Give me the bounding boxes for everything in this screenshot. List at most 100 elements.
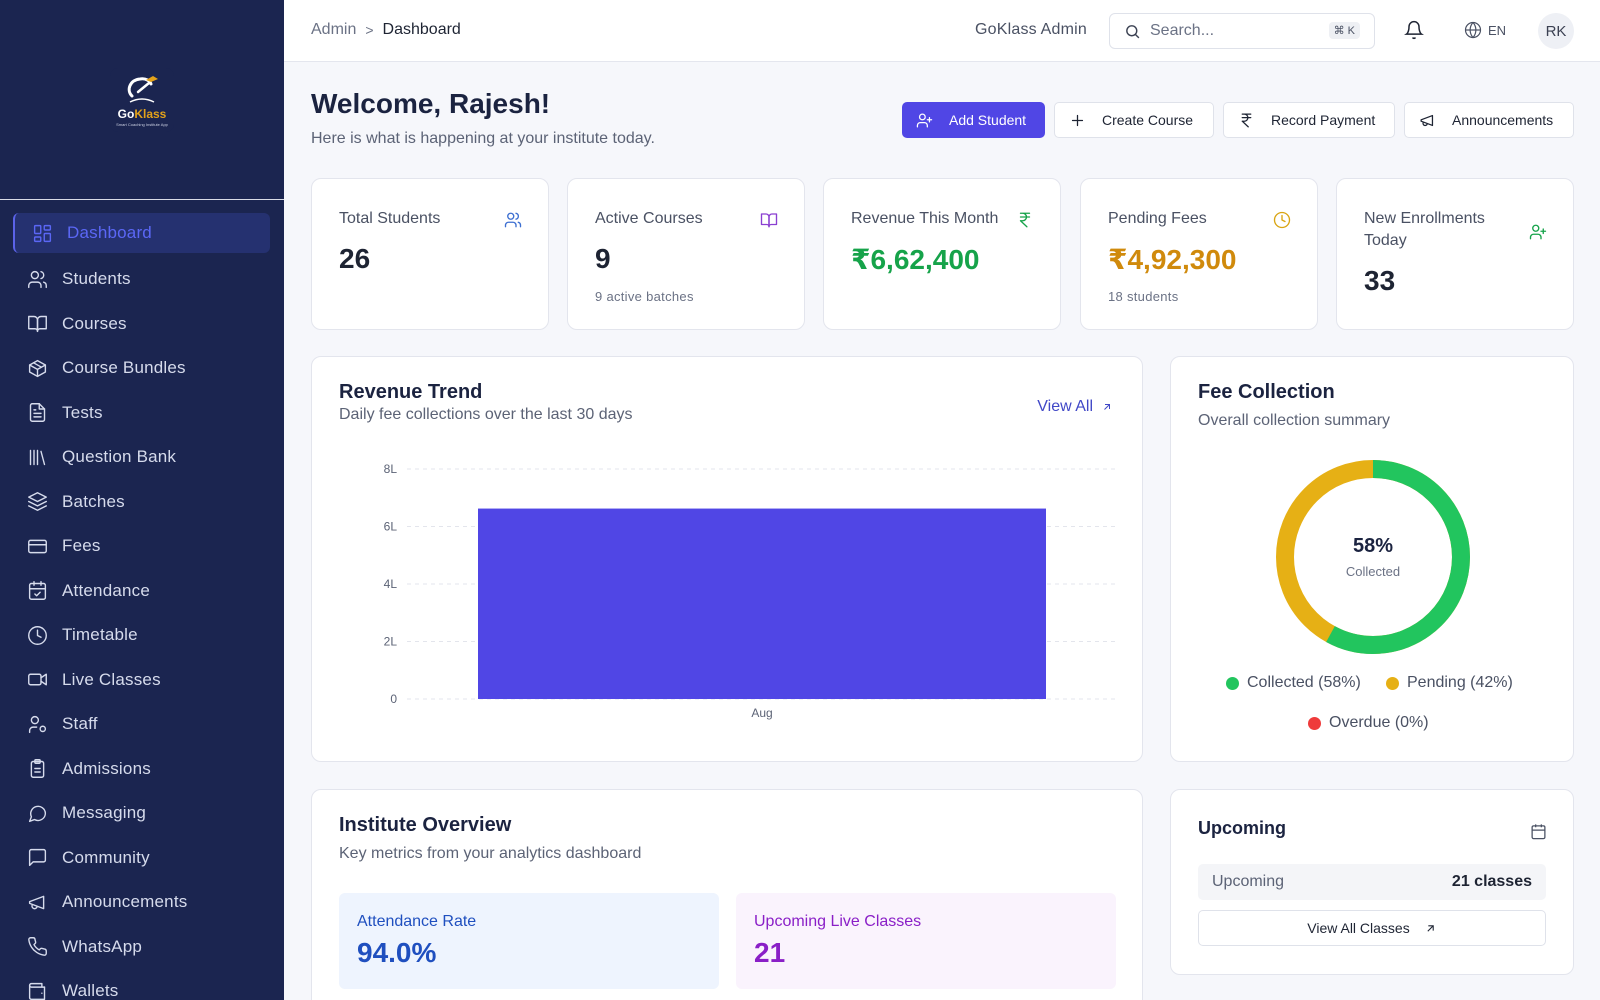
sidebar-item-label: Fees <box>62 536 101 556</box>
stat-label: Total Students <box>339 210 441 227</box>
donut-collected-arc <box>1276 460 1470 654</box>
sidebar-item-label: Messaging <box>62 803 147 823</box>
institute-overview-subtitle: Key metrics from your analytics dashboar… <box>339 845 642 862</box>
revenue-trend-title: Revenue Trend <box>339 381 483 403</box>
sidebar-item-batches[interactable]: Batches <box>0 480 284 525</box>
breadcrumb-separator: > <box>365 22 374 38</box>
sidebar-item-label: Attendance <box>62 580 151 600</box>
revenue-bar[interactable] <box>478 508 1046 699</box>
sidebar-item-tests[interactable]: Tests <box>0 391 284 436</box>
layers-icon <box>26 491 48 513</box>
clock-icon <box>26 624 48 646</box>
fee-collection-title: Fee Collection <box>1198 381 1335 403</box>
stat-card-pending-fees[interactable]: Pending Fees ₹4,92,300 18 students <box>1080 178 1318 330</box>
sidebar-item-fees[interactable]: Fees <box>0 524 284 569</box>
stat-note: 9 active batches <box>595 289 694 304</box>
sidebar-item-timetable[interactable]: Timetable <box>0 613 284 658</box>
dashboard-icon <box>31 222 53 244</box>
logo[interactable]: GoKlass Smart Coaching Institute App <box>110 67 174 132</box>
donut-percent-label: Collected <box>1345 564 1401 579</box>
stat-card-total-students[interactable]: Total Students 26 <box>311 178 549 330</box>
fee-collection-card: Fee Collection Overall collection summar… <box>1170 356 1574 762</box>
calendar-icon <box>1531 824 1546 840</box>
view-all-classes-button[interactable]: View All Classes <box>1198 910 1546 946</box>
stat-note: 18 students <box>1108 289 1179 304</box>
book-open-icon <box>760 211 778 229</box>
stat-card-revenue-this-month[interactable]: Revenue This Month ₹6,62,400 <box>823 178 1061 330</box>
breadcrumb-current: Dashboard <box>382 21 461 38</box>
sidebar-item-dashboard[interactable]: Dashboard <box>13 213 270 253</box>
sidebar-item-label: Admissions <box>62 758 151 778</box>
institute-overview-title: Institute Overview <box>339 814 512 836</box>
megaphone-icon <box>1420 114 1434 126</box>
revenue-bar-chart: 0 2L 4L 6L 8L Aug <box>384 462 1117 720</box>
users-icon <box>504 211 522 229</box>
megaphone-icon <box>26 891 48 913</box>
attendance-rate-value: 94.0% <box>357 937 437 968</box>
sidebar-item-announcements[interactable]: Announcements <box>0 880 284 925</box>
sidebar-item-community[interactable]: Community <box>0 836 284 881</box>
sidebar-item-wallets[interactable]: Wallets <box>0 969 284 1000</box>
search-box[interactable]: ⌘ K <box>1109 13 1375 49</box>
y-tick-label: 2L <box>384 635 398 649</box>
legend-pending-swatch <box>1386 676 1399 690</box>
x-tick-label: Aug <box>751 706 772 720</box>
upcoming-row: Upcoming 21 classes <box>1198 864 1546 900</box>
legend-overdue-swatch <box>1308 716 1321 730</box>
breadcrumb-root[interactable]: Admin <box>311 21 357 38</box>
sidebar-item-students[interactable]: Students <box>0 257 284 302</box>
book-open-icon <box>26 313 48 335</box>
sidebar-item-courses[interactable]: Courses <box>0 302 284 347</box>
message-square-icon <box>26 847 48 869</box>
sidebar-item-live-classes[interactable]: Live Classes <box>0 658 284 703</box>
avatar[interactable]: RK <box>1538 13 1574 49</box>
language-selector[interactable]: EN <box>1464 21 1506 39</box>
calendar-check-icon <box>26 580 48 602</box>
library-icon <box>26 446 48 468</box>
attendance-rate-tile[interactable]: Attendance Rate 94.0% <box>339 893 719 989</box>
upcoming-live-classes-value: 21 <box>754 937 786 968</box>
sidebar-item-label: Announcements <box>62 892 188 912</box>
stat-card-new-enrollments-today[interactable]: New Enrollments Today 33 <box>1336 178 1574 330</box>
arrow-up-right-icon <box>1104 404 1110 410</box>
create-course-button[interactable]: Create Course <box>1054 102 1214 138</box>
notification-bell-icon[interactable] <box>1404 20 1426 42</box>
sidebar-item-messaging[interactable]: Messaging <box>0 791 284 836</box>
sidebar-item-label: Timetable <box>62 625 138 645</box>
announcements-button[interactable]: Announcements <box>1404 102 1574 138</box>
clock-icon <box>1273 211 1291 229</box>
institute-overview-card: Institute Overview Key metrics from your… <box>311 789 1143 1000</box>
sidebar-item-attendance[interactable]: Attendance <box>0 569 284 614</box>
add-student-button[interactable]: Add Student <box>902 102 1045 138</box>
y-tick-label: 8L <box>384 462 398 476</box>
sidebar-item-label: Staff <box>62 714 98 734</box>
stat-label: Revenue This Month <box>851 210 999 227</box>
fee-donut-chart <box>1276 460 1470 654</box>
donut-percent: 58% <box>1352 535 1394 557</box>
sidebar-item-staff[interactable]: Staff <box>0 702 284 747</box>
video-icon <box>26 669 48 691</box>
user-cog-icon <box>26 713 48 735</box>
logo-area: GoKlass Smart Coaching Institute App <box>0 0 284 200</box>
language-label: EN <box>1488 22 1507 38</box>
stat-card-active-courses[interactable]: Active Courses 9 9 active batches <box>567 178 805 330</box>
sidebar-item-whatsapp[interactable]: WhatsApp <box>0 925 284 970</box>
legend-overdue-label: Overdue (0%) <box>1329 714 1429 731</box>
revenue-view-all-link[interactable]: View All <box>1037 398 1113 416</box>
phone-icon <box>26 936 48 958</box>
stat-label: Active Courses <box>595 210 703 227</box>
sidebar-item-label: Question Bank <box>62 447 177 467</box>
sidebar-item-admissions[interactable]: Admissions <box>0 747 284 792</box>
page-subtitle: Here is what is happening at your instit… <box>311 130 655 147</box>
logo-mark-icon <box>127 76 158 103</box>
record-payment-button[interactable]: Record Payment <box>1223 102 1395 138</box>
sidebar-item-course-bundles[interactable]: Course Bundles <box>0 346 284 391</box>
upcoming-live-classes-tile[interactable]: Upcoming Live Classes 21 <box>736 893 1116 989</box>
logo-tagline: Smart Coaching Institute App <box>116 122 168 127</box>
announcements-label: Announcements <box>1452 112 1554 128</box>
sidebar-item-question-bank[interactable]: Question Bank <box>0 435 284 480</box>
create-course-label: Create Course <box>1102 112 1194 128</box>
sidebar-item-label: Course Bundles <box>62 358 186 378</box>
search-input[interactable] <box>1150 22 1320 40</box>
legend-collected: Collected (58%) <box>1226 674 1361 692</box>
